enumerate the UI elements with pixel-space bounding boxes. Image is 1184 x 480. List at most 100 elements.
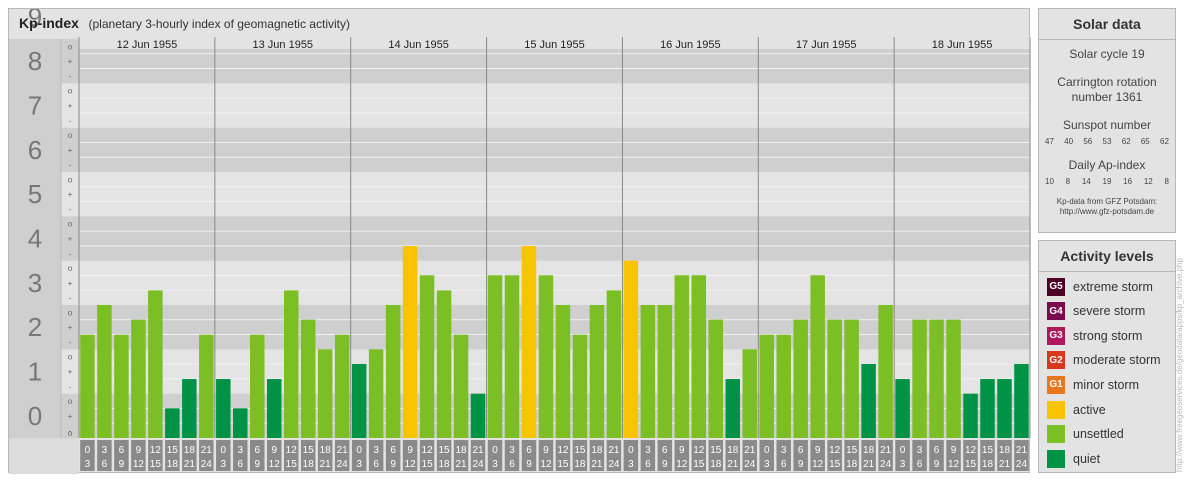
- kp-bar: [402, 246, 418, 438]
- interval-cell: [793, 440, 808, 471]
- y-tick-label: 2: [28, 312, 42, 342]
- interval-cell: [182, 440, 197, 471]
- interval-cell: [912, 440, 927, 471]
- interval-cell: [708, 440, 724, 471]
- interval-start-label: 15: [982, 445, 994, 456]
- interval-cell: [504, 440, 520, 471]
- source-line2: http://www.gfz-potsdam.de: [1059, 207, 1155, 216]
- day-label: 16 Jun 1955: [660, 39, 721, 51]
- interval-end-label: 21: [727, 459, 739, 470]
- y-sub-label: +: [68, 57, 73, 66]
- level-swatch: [1047, 400, 1065, 419]
- kp-bar: [691, 275, 707, 438]
- interval-start-label: 9: [951, 445, 957, 456]
- interval-end-label: 9: [798, 459, 804, 470]
- interval-end-label: 21: [863, 459, 875, 470]
- ap-values: 10 8 14 19 16 12 8: [1039, 177, 1175, 186]
- interval-cell: [725, 440, 741, 471]
- interval-start-label: 9: [407, 445, 413, 456]
- kp-band: [61, 216, 1030, 261]
- kp-bar: [165, 408, 180, 438]
- day-label: 18 Jun 1955: [932, 39, 993, 51]
- interval-cell: [997, 440, 1012, 471]
- kp-bar: [742, 349, 757, 438]
- interval-end-label: 6: [917, 459, 923, 470]
- ap-value-2: 14: [1081, 177, 1091, 186]
- level-label: moderate storm: [1073, 353, 1161, 368]
- interval-end-label: 18: [574, 459, 586, 470]
- kp-bar: [657, 305, 673, 438]
- interval-end-label: 15: [422, 459, 434, 470]
- kp-bar: [368, 349, 384, 438]
- kp-bar: [267, 379, 282, 438]
- interval-start-label: 12: [150, 445, 162, 456]
- kp-bar: [861, 363, 876, 438]
- interval-end-label: 12: [133, 459, 145, 470]
- interval-cell: [827, 440, 842, 471]
- interval-cell: [861, 440, 876, 471]
- interval-start-label: 18: [591, 445, 603, 456]
- interval-end-label: 6: [509, 459, 515, 470]
- kp-bar: [878, 305, 893, 438]
- y-sub-label: +: [68, 279, 73, 288]
- y-sub-label: o: [68, 42, 73, 51]
- kp-bar: [521, 246, 537, 438]
- interval-cell: [572, 440, 588, 471]
- interval-end-label: 21: [591, 459, 603, 470]
- interval-end-label: 15: [150, 459, 162, 470]
- interval-cell: [980, 440, 995, 471]
- kp-bar: [929, 319, 944, 438]
- interval-cell: [640, 440, 656, 471]
- kp-bar: [844, 319, 859, 438]
- interval-start-label: 0: [628, 445, 634, 456]
- interval-start-label: 6: [662, 445, 668, 456]
- interval-cell: [114, 440, 129, 471]
- y-sub-label: +: [68, 190, 73, 199]
- interval-start-label: 3: [509, 445, 515, 456]
- level-swatch: [1047, 425, 1065, 444]
- level-swatch: G1: [1047, 375, 1065, 394]
- kp-bar: [216, 379, 231, 438]
- day-label: 14 Jun 1955: [388, 39, 449, 51]
- interval-end-label: 24: [744, 459, 756, 470]
- interval-cell: [165, 440, 180, 471]
- activity-level-extreme-storm: G5 extreme storm: [1047, 277, 1153, 296]
- interval-start-label: 21: [472, 445, 484, 456]
- interval-cell: [844, 440, 859, 471]
- kp-bar: [182, 379, 197, 438]
- interval-end-label: 18: [846, 459, 858, 470]
- interval-end-label: 24: [201, 459, 213, 470]
- interval-end-label: 21: [320, 459, 332, 470]
- activity-level-severe-storm: G4 severe storm: [1047, 302, 1145, 321]
- interval-start-label: 0: [85, 445, 91, 456]
- y-tick-label: 6: [28, 135, 42, 165]
- activity-level-quiet: quiet: [1047, 449, 1100, 468]
- interval-cell: [199, 440, 214, 471]
- interval-cell: [555, 440, 571, 471]
- interval-end-label: 18: [303, 459, 315, 470]
- level-label: severe storm: [1073, 304, 1146, 319]
- interval-end-label: 3: [221, 459, 227, 470]
- interval-start-label: 15: [439, 445, 451, 456]
- interval-end-label: 6: [645, 459, 651, 470]
- ap-value-4: 16: [1123, 177, 1133, 186]
- kp-bar: [487, 275, 503, 438]
- sunspot-label: Sunspot number: [1062, 118, 1152, 132]
- interval-end-label: 9: [119, 459, 125, 470]
- interval-end-label: 6: [102, 459, 108, 470]
- interval-cell: [250, 440, 265, 471]
- interval-start-label: 21: [744, 445, 756, 456]
- solar-cycle: Solar cycle 19: [1069, 47, 1145, 61]
- solar-data-title: Solar data: [1039, 9, 1175, 40]
- sunspot-value-0: 47: [1045, 137, 1054, 146]
- interval-cell: [131, 440, 146, 471]
- kp-bar: [980, 379, 995, 438]
- kp-bar: [80, 334, 95, 438]
- kp-bar: [674, 275, 690, 438]
- activity-level-active: active: [1047, 400, 1106, 419]
- level-swatch: [1047, 449, 1065, 468]
- interval-start-label: 12: [693, 445, 705, 456]
- interval-cell: [657, 440, 673, 471]
- kp-bar: [148, 290, 163, 438]
- y-sub-label: +: [68, 368, 73, 377]
